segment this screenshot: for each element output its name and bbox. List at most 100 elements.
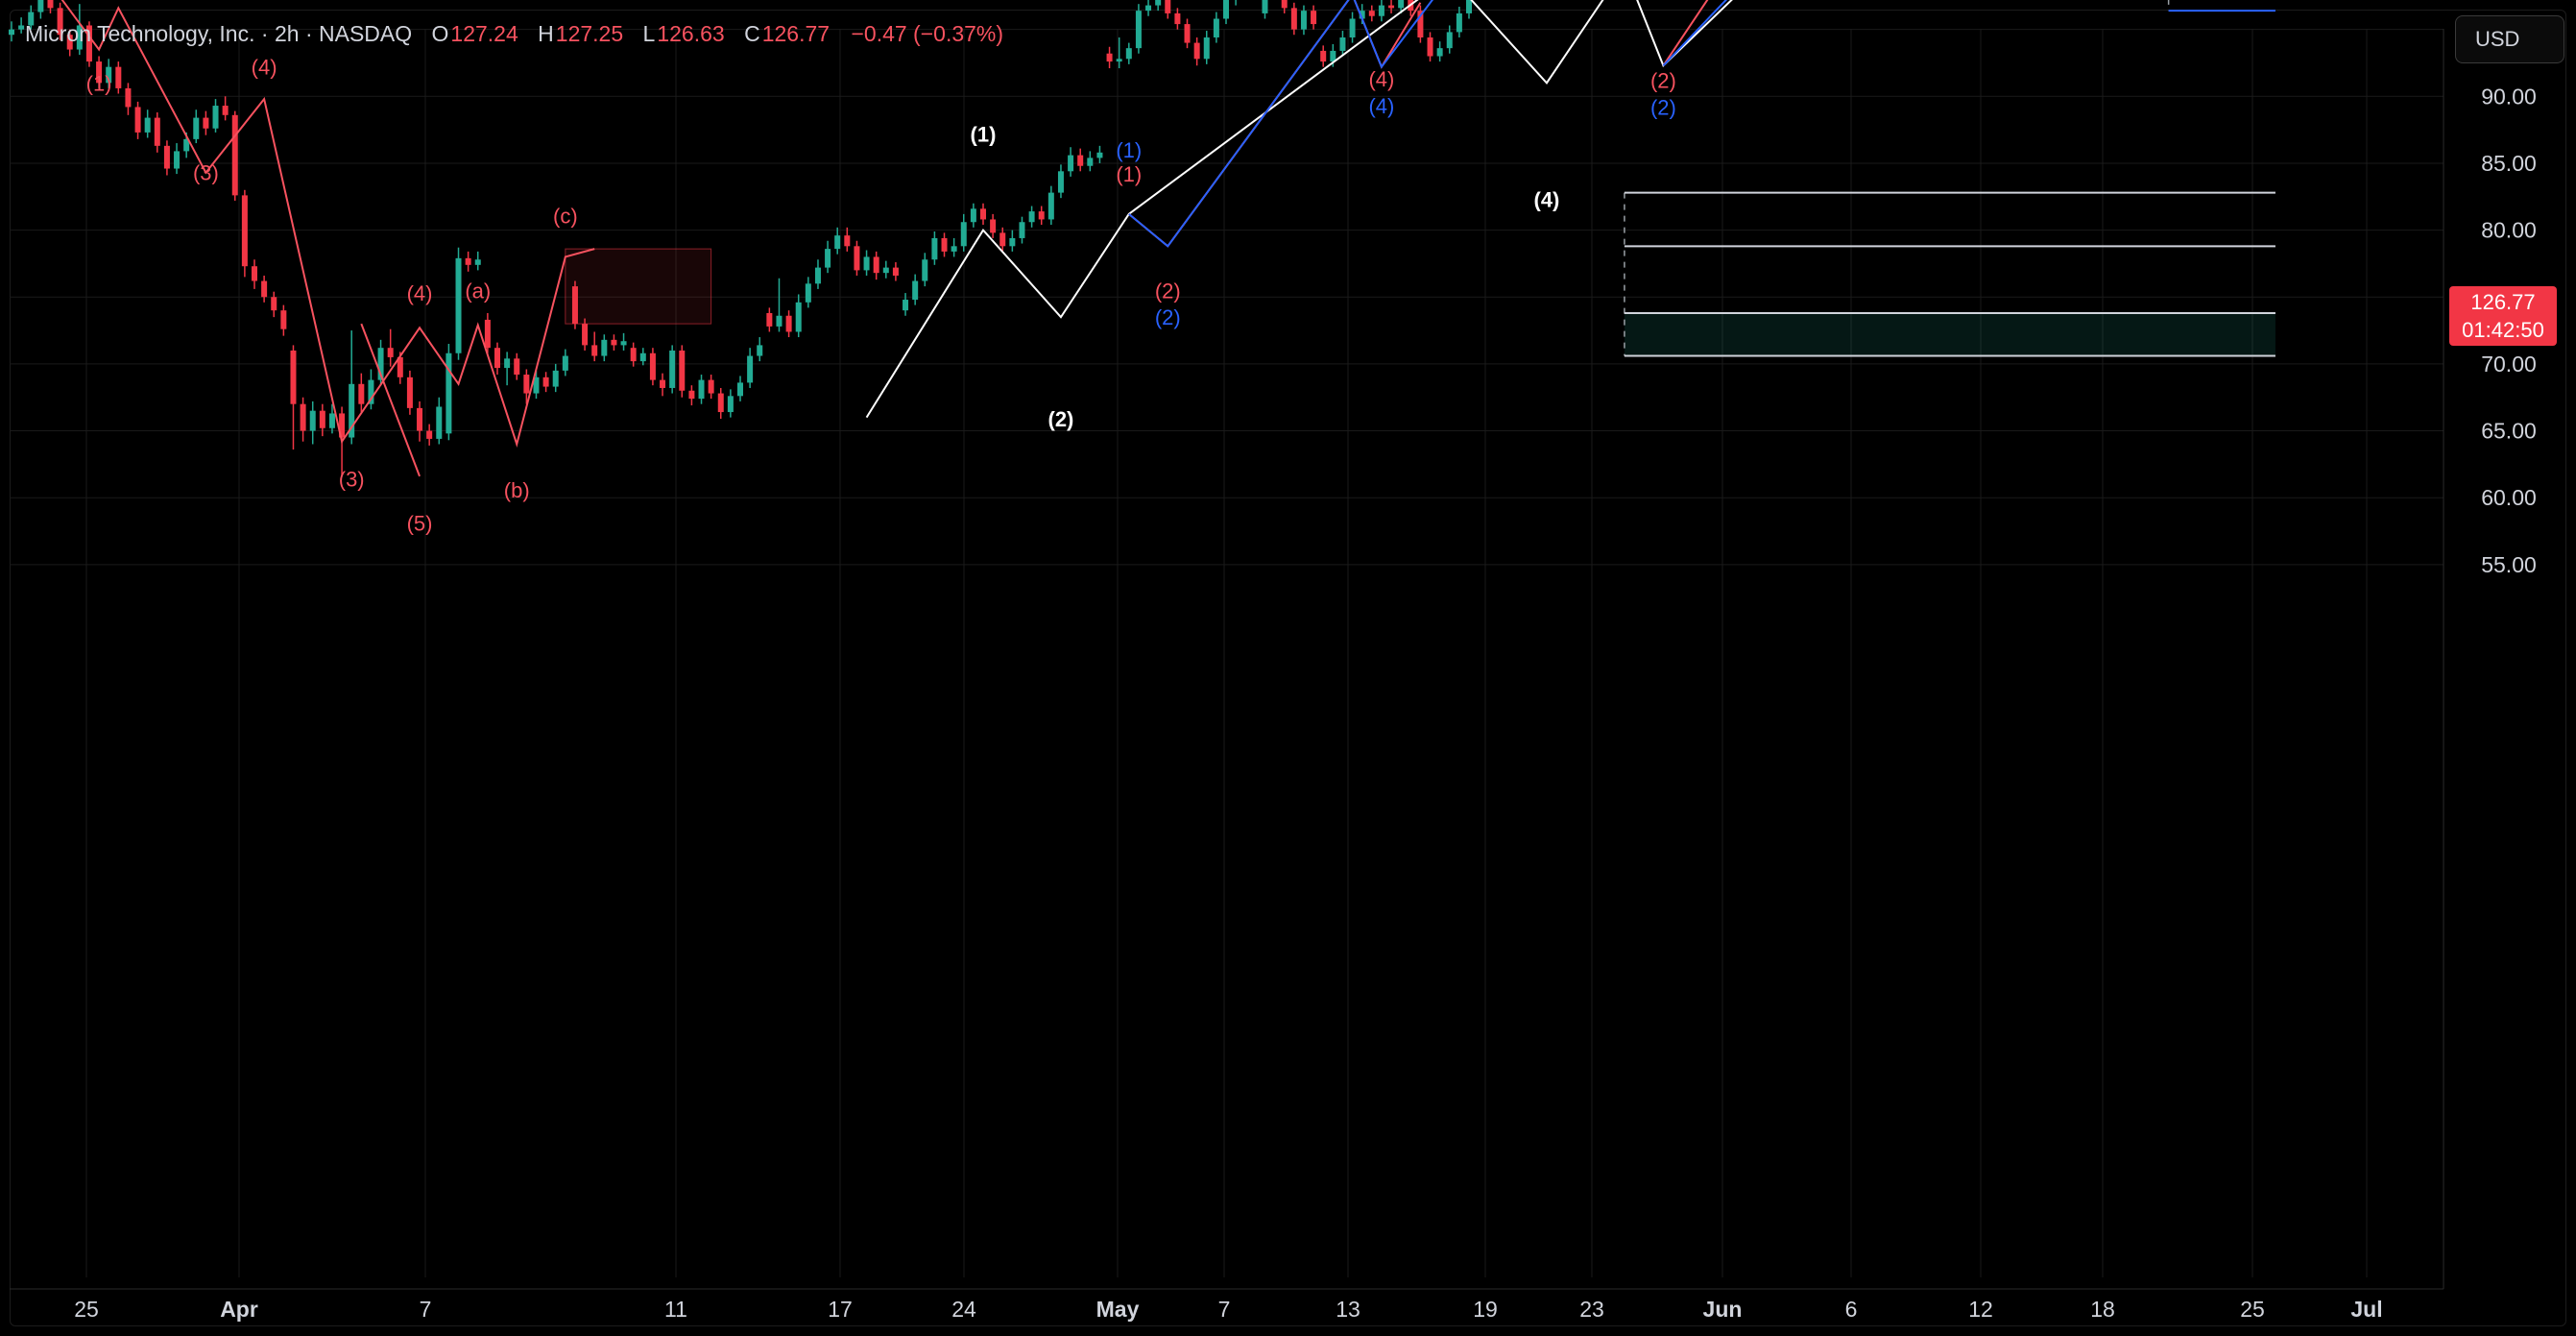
candles — [9, 0, 1472, 476]
candle-body — [484, 319, 491, 349]
high-label: H — [538, 21, 554, 46]
candle-body — [649, 352, 656, 380]
candle-body — [261, 280, 268, 298]
candle-body — [698, 379, 705, 400]
last-price-value: 126.77 — [2470, 290, 2536, 314]
candle-body — [252, 266, 257, 281]
candle-body — [241, 195, 248, 267]
wave-label-red: (3) — [339, 468, 365, 492]
candle-body — [747, 355, 754, 383]
close-label: C — [744, 21, 760, 46]
candle-body — [1077, 155, 1084, 166]
time-axis-tick: Jun — [1703, 1297, 1743, 1322]
candle-body — [290, 350, 297, 404]
candle-body — [931, 237, 938, 260]
open-label: O — [431, 21, 449, 46]
separator-dot: · — [260, 21, 275, 46]
candle-body — [1311, 11, 1317, 25]
candle-body — [115, 66, 122, 88]
wave-label-blue: (2) — [1155, 305, 1181, 329]
candle-body — [1193, 42, 1200, 60]
wave-label-red: (4) — [252, 56, 277, 80]
candle-body — [1388, 5, 1395, 9]
wave-label-red: (2) — [1650, 69, 1676, 93]
time-axis-tick: 11 — [664, 1297, 687, 1322]
wave-label-red: (b) — [504, 478, 530, 502]
candle-body — [1038, 211, 1045, 220]
candle-body — [844, 235, 851, 247]
price-axis-tick: 80.00 — [2481, 218, 2537, 243]
candle-body — [1368, 11, 1375, 16]
candle-body — [990, 219, 997, 233]
candle-body — [1427, 37, 1433, 57]
candle-body — [57, 8, 63, 36]
candle-body — [727, 396, 734, 413]
candle-body — [231, 114, 238, 196]
candle-body — [660, 379, 666, 388]
candle-body — [85, 25, 92, 62]
wave-label-red: (3) — [193, 161, 219, 185]
candle-body — [163, 145, 170, 169]
candle-body — [397, 356, 403, 377]
candle-body — [76, 25, 83, 50]
candle-body — [417, 407, 423, 431]
candle-body — [1339, 37, 1346, 51]
low-label: L — [642, 21, 656, 46]
candle-body — [854, 246, 860, 271]
candle-body — [601, 339, 608, 356]
candle-body — [1057, 171, 1064, 193]
candle-body — [1165, 0, 1171, 13]
close-value: 126.77 — [761, 21, 831, 46]
candle-body — [174, 151, 181, 169]
candle-body — [1009, 237, 1016, 247]
symbol-legend: Micron Technology, Inc. · 2h · NASDAQ O1… — [25, 21, 1003, 47]
candle-body — [1456, 12, 1462, 33]
candle-body — [504, 358, 511, 369]
candle-body — [970, 208, 976, 223]
currency-button[interactable]: USD — [2455, 15, 2564, 63]
change-value: −0.47 (−0.37%) — [851, 21, 1004, 46]
candle-body — [358, 383, 365, 404]
projection-boxes — [565, 0, 2275, 357]
candle-body — [591, 345, 598, 356]
candle-body — [319, 410, 325, 428]
wave-path-red — [1662, 0, 1709, 66]
candle-body — [406, 377, 413, 408]
candle-body — [445, 352, 452, 434]
candle-body — [834, 235, 841, 250]
candle-body — [18, 25, 25, 30]
candle-body — [193, 117, 200, 139]
candle-body — [814, 267, 821, 284]
time-axis-tick: 7 — [420, 1297, 432, 1322]
candle-body — [795, 302, 802, 332]
candle-body — [309, 410, 316, 431]
time-axis-tick: 7 — [1218, 1297, 1231, 1322]
candle-body — [1320, 50, 1327, 62]
candle-body — [455, 257, 462, 353]
candle-body — [222, 106, 229, 115]
candle-body — [1203, 37, 1210, 60]
candle-body — [1125, 48, 1132, 60]
candle-body — [1446, 32, 1453, 49]
candle-body — [960, 222, 967, 247]
candle-body — [892, 267, 899, 276]
price-axis-tick: 85.00 — [2481, 151, 2537, 176]
wave-label-white: (1) — [971, 122, 997, 146]
candle-body — [737, 382, 743, 397]
candle-body — [47, 0, 54, 9]
wave-path-blue — [1662, 0, 1728, 66]
candle-body — [873, 256, 879, 274]
candle-body — [154, 117, 160, 146]
candle-body — [387, 348, 394, 357]
bar-countdown: 01:42:50 — [2462, 318, 2544, 342]
candle-body — [514, 358, 520, 376]
time-axis-tick: 13 — [1336, 1297, 1360, 1322]
time-axis-tick: 19 — [1473, 1297, 1498, 1322]
wave-label-red: (1) — [86, 71, 112, 95]
wave-lines — [60, 0, 1733, 477]
candle-body — [1290, 8, 1297, 30]
candle-body — [66, 35, 73, 50]
candle-body — [1106, 53, 1113, 62]
candle-body — [1330, 50, 1336, 62]
